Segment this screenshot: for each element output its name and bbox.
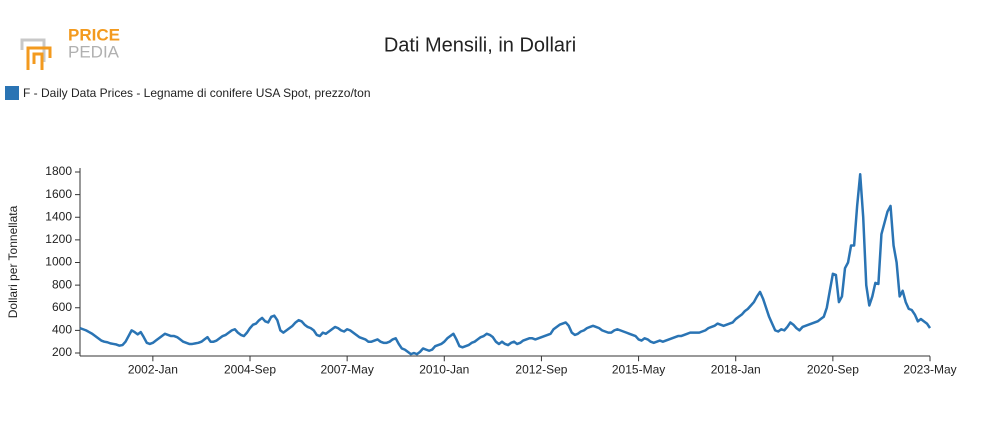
x-tick-label: 2015-May xyxy=(612,362,665,376)
y-axis-label: Dollari per Tonnellata xyxy=(6,205,20,318)
logo-text: PRICE xyxy=(68,25,120,44)
x-tick-label: 2010-Jan xyxy=(419,362,469,376)
y-tick-label: 1800 xyxy=(45,164,72,178)
logo-icon xyxy=(32,52,44,70)
line xyxy=(79,173,932,356)
x-tick-label: 2012-Sep xyxy=(515,362,567,376)
y-tick-label: 1200 xyxy=(45,232,72,246)
chart-title: Dati Mensili, in Dollari xyxy=(384,34,576,56)
logo-text: PEDIA xyxy=(68,42,120,61)
legend-label: F - Daily Data Prices - Legname di conif… xyxy=(23,86,371,100)
logo-icon xyxy=(20,38,46,62)
y-tick-label: 400 xyxy=(52,323,72,337)
y-tick-label: 1000 xyxy=(45,255,72,269)
x-tick-label: 2007-May xyxy=(320,362,373,376)
x-tick-label: 2002-Jan xyxy=(128,362,178,376)
y-tick-label: 1400 xyxy=(45,209,72,223)
y-tick-label: 200 xyxy=(52,345,72,359)
x-tick-label: 2023-May xyxy=(903,362,956,376)
x-tick-label: 2020-Sep xyxy=(807,362,859,376)
legend-swatch xyxy=(5,86,19,100)
x-tick-label: 2004-Sep xyxy=(224,362,276,376)
x-tick-label: 2018-Jan xyxy=(711,362,761,376)
y-tick-label: 600 xyxy=(52,300,72,314)
y-tick-label: 800 xyxy=(52,277,72,291)
logo-icon xyxy=(26,46,52,70)
logo: PRICE PEDIA xyxy=(20,25,120,70)
y-tick-label: 1600 xyxy=(45,187,72,201)
